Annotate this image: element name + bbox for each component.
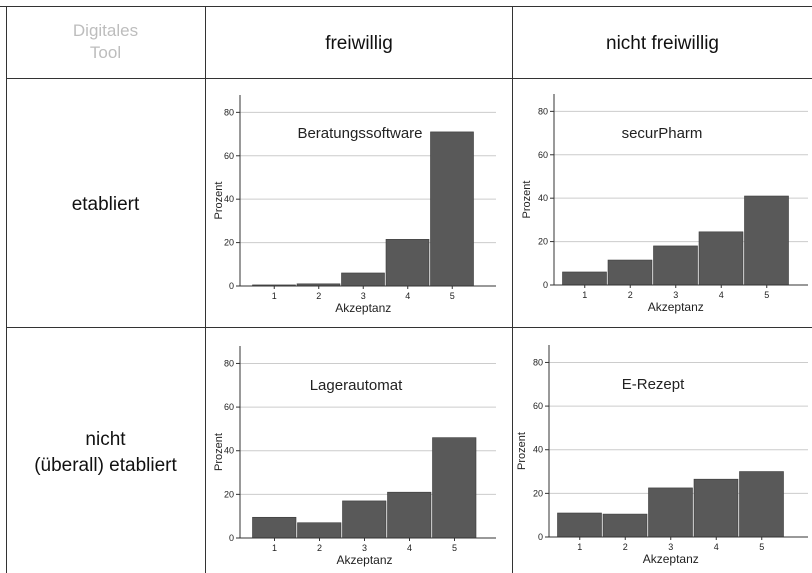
bar-1 xyxy=(252,516,297,539)
y-axis-label: Prozent xyxy=(521,181,533,219)
x-tick-label: 1 xyxy=(272,291,277,301)
y-tick-label: 20 xyxy=(224,489,234,499)
y-tick-label: 20 xyxy=(533,488,543,498)
x-tick-label: 5 xyxy=(764,290,769,300)
column-header-freiwillig: freiwillig xyxy=(325,33,393,54)
column-header-nicht-freiwillig: nicht freiwillig xyxy=(606,33,719,54)
bar-3 xyxy=(342,500,387,539)
table-border-top xyxy=(0,6,812,7)
bar-4 xyxy=(387,491,432,539)
y-tick-label: 60 xyxy=(533,401,543,411)
x-tick-label: 1 xyxy=(272,543,277,553)
bar-5 xyxy=(744,195,789,286)
x-tick-label: 4 xyxy=(714,542,719,552)
y-tick-label: 80 xyxy=(224,107,234,117)
table-border-left xyxy=(6,6,7,573)
corner-header-line1: Digitales xyxy=(72,21,139,40)
bar-5 xyxy=(430,131,474,287)
x-axis-label: Akzeptanz xyxy=(335,301,391,315)
chart-e-rezept: 0 20 40 60 80 1 2 3 4 5 Akzeptanz Prozent E-Rezept xyxy=(516,345,808,566)
x-tick-label: 2 xyxy=(316,291,321,301)
bar-4 xyxy=(385,239,430,287)
x-tick-label: 2 xyxy=(317,543,322,553)
chart-beratungssoftware: 0 20 40 60 80 1 2 3 4 5 Akzeptanz Prozent Beratungss… xyxy=(213,95,496,315)
x-tick-label: 4 xyxy=(407,543,412,553)
x-tick-label: 1 xyxy=(577,542,582,552)
x-tick-label: 5 xyxy=(759,542,764,552)
table-divider-col1 xyxy=(205,6,206,573)
x-tick-label: 3 xyxy=(362,543,367,553)
x-axis-label: Akzeptanz xyxy=(643,552,699,566)
x-tick-label: 2 xyxy=(628,290,633,300)
chart-title: securPharm xyxy=(622,125,703,142)
y-tick-label: 80 xyxy=(538,106,548,116)
chart-securpharm: 0 20 40 60 80 1 2 3 4 5 Akzeptanz Prozent securPharm xyxy=(521,94,808,314)
y-axis-label: Prozent xyxy=(516,432,528,470)
bar-1 xyxy=(557,512,602,538)
table-divider-row2 xyxy=(6,327,812,328)
y-tick-label: 20 xyxy=(538,237,548,247)
x-tick-label: 4 xyxy=(405,291,410,301)
y-axis-label: Prozent xyxy=(213,433,225,471)
bar-2 xyxy=(607,259,653,286)
row-header-nicht-etabliert: nicht (überall) etabliert xyxy=(6,427,205,479)
y-tick-label: 40 xyxy=(533,445,543,455)
y-axis-label: Prozent xyxy=(213,182,225,220)
table-divider-row1 xyxy=(6,78,812,79)
y-tick-label: 0 xyxy=(229,281,234,291)
y-tick-label: 60 xyxy=(224,402,234,412)
bar-5 xyxy=(739,471,784,538)
y-tick-label: 80 xyxy=(533,357,543,367)
y-tick-label: 60 xyxy=(538,150,548,160)
bar-1 xyxy=(562,271,607,286)
x-tick-label: 5 xyxy=(452,543,457,553)
corner-header-line2: Tool xyxy=(89,43,122,62)
chart-lagerautomat: 0 20 40 60 80 1 2 3 4 5 Akzeptanz Prozent Lagerautom… xyxy=(213,346,496,567)
x-tick-label: 4 xyxy=(719,290,724,300)
x-tick-label: 3 xyxy=(668,542,673,552)
x-axis-label: Akzeptanz xyxy=(648,300,704,314)
x-tick-label: 1 xyxy=(582,290,587,300)
bar-2 xyxy=(602,513,648,538)
x-axis-label: Akzeptanz xyxy=(336,553,392,567)
bar-3 xyxy=(648,487,693,538)
y-tick-label: 0 xyxy=(543,280,548,290)
row-header-line2: (überall) etabliert xyxy=(34,455,177,476)
x-tick-label: 2 xyxy=(623,542,628,552)
x-tick-label: 5 xyxy=(450,291,455,301)
y-tick-label: 60 xyxy=(224,151,234,161)
x-tick-label: 3 xyxy=(673,290,678,300)
x-tick-label: 3 xyxy=(361,291,366,301)
y-tick-label: 40 xyxy=(224,446,234,456)
chart-title: Lagerautomat xyxy=(310,377,403,394)
chart-title: Beratungssoftware xyxy=(297,125,422,142)
bar-3 xyxy=(653,245,698,286)
corner-header: Digitales Tool xyxy=(6,20,205,64)
table-divider-col2 xyxy=(512,6,513,573)
y-tick-label: 40 xyxy=(224,194,234,204)
bar-4 xyxy=(693,478,739,538)
y-tick-label: 20 xyxy=(224,238,234,248)
row-header-etabliert: etabliert xyxy=(71,194,140,215)
y-tick-label: 0 xyxy=(229,533,234,543)
y-tick-label: 80 xyxy=(224,358,234,368)
bar-4 xyxy=(698,231,744,286)
row-header-line1: nicht xyxy=(85,429,126,450)
y-tick-label: 40 xyxy=(538,193,548,203)
bar-2 xyxy=(297,522,342,539)
bar-5 xyxy=(432,437,477,539)
y-tick-label: 0 xyxy=(538,532,543,542)
chart-title: E-Rezept xyxy=(622,376,685,393)
bar-3 xyxy=(341,272,385,287)
